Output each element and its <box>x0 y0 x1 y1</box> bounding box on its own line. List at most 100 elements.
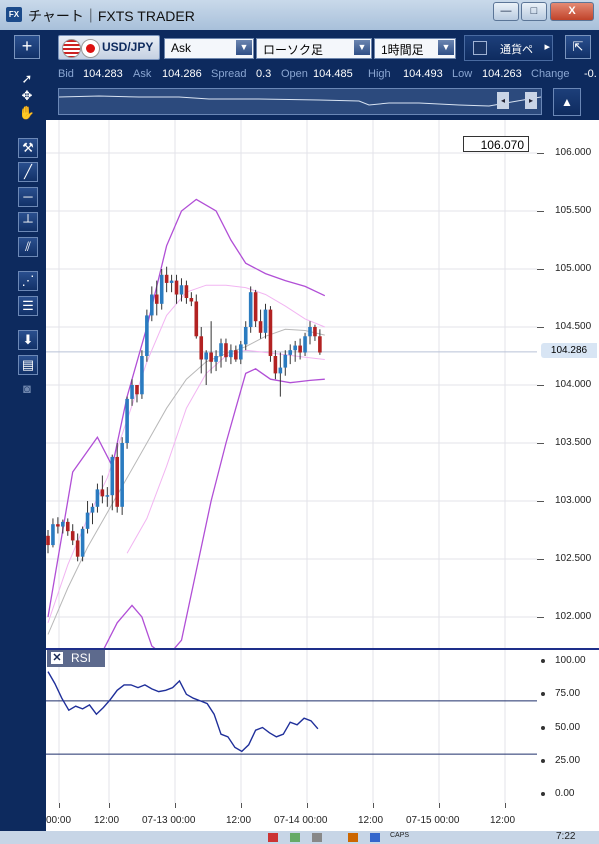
taskbar-app-icon[interactable] <box>268 833 278 842</box>
bullish-candle <box>293 345 297 351</box>
bearish-candle <box>174 280 179 295</box>
rsi-tick-dot <box>541 725 545 730</box>
rsi-chart-svg <box>46 650 537 803</box>
rsi-tick-label: 0.00 <box>555 788 575 799</box>
pointer-tool-icon[interactable]: ➚ <box>21 71 33 86</box>
fibonacci-retracement-icon[interactable]: ☰ <box>18 296 38 316</box>
bearish-candle <box>65 521 70 532</box>
bullish-candle <box>159 274 164 304</box>
time-tick-mark <box>505 803 506 808</box>
taskbar-app-icon[interactable] <box>290 833 300 842</box>
price-tick-label: 104.500 <box>555 321 592 332</box>
price-tick-mark <box>537 211 544 212</box>
download-icon[interactable]: ⬇ <box>18 330 38 350</box>
taskbar-app-icon[interactable] <box>312 833 322 842</box>
price-chart-area[interactable] <box>46 120 537 648</box>
rsi-tick-label: 75.00 <box>555 688 581 700</box>
overview-prev-button[interactable]: ◂ <box>497 92 509 109</box>
time-tick-mark <box>109 803 110 808</box>
time-tick-label: 12:00 <box>226 815 252 826</box>
rsi-label: RSI <box>71 651 92 665</box>
minimize-button[interactable]: — <box>493 2 519 21</box>
bullish-candle <box>61 521 65 527</box>
low-value: 104.263 <box>482 68 522 80</box>
moving-average-line <box>47 328 325 635</box>
app-logo-icon: FX <box>6 7 22 22</box>
bullish-candle <box>204 352 208 360</box>
rsi-close-button[interactable]: ✕ <box>51 652 63 664</box>
price-tick-label: 102.000 <box>555 611 592 622</box>
japan-flag-icon <box>81 39 100 58</box>
ask-value: 104.286 <box>162 68 202 80</box>
mountain-chart-icon[interactable]: ▲ <box>553 88 581 116</box>
bullish-candle <box>120 443 124 507</box>
title-bar: FX チャート｜FXTS TRADER — □ X <box>0 0 599 31</box>
us-flag-icon <box>62 39 81 58</box>
chart-type-select[interactable]: ローソク足 ▼ <box>256 38 372 59</box>
current-price-marker: 104.286 <box>541 343 597 358</box>
time-tick-label: 00:00 <box>46 815 72 826</box>
maximize-button[interactable]: □ <box>521 2 547 21</box>
rsi-tick-dot <box>541 758 545 763</box>
rsi-panel[interactable] <box>46 648 537 805</box>
bullish-candle <box>219 343 223 356</box>
bearish-candle <box>234 350 238 360</box>
taskbar-app-icon[interactable] <box>370 833 380 842</box>
horizontal-line-icon[interactable]: ─ <box>18 187 38 207</box>
rsi-tick-dot <box>541 792 545 796</box>
currency-pair-button[interactable]: USD/JPY <box>58 35 160 60</box>
bollinger-inner-lower-line <box>126 349 325 554</box>
channel-line-icon[interactable]: ⫽ <box>18 237 38 257</box>
price-tick-label: 102.500 <box>555 553 592 564</box>
currency-basis-checkbox[interactable] <box>473 41 487 55</box>
spread-label: Spread <box>211 68 247 80</box>
rsi-tick-label: 50.00 <box>555 721 581 733</box>
price-tick-label: 104.000 <box>555 379 592 390</box>
camera-icon[interactable]: ◙ <box>23 381 31 396</box>
bullish-candle <box>278 367 283 374</box>
time-tick-label: 12:00 <box>358 815 384 826</box>
trend-line-icon[interactable]: ╱ <box>18 162 38 182</box>
currency-basis-toggle[interactable]: 通貨ペ ▸ <box>464 35 553 61</box>
timeframe-select[interactable]: 1時間足 ▼ <box>374 38 456 59</box>
rsi-tick-dot <box>541 659 545 663</box>
close-button[interactable]: X <box>550 2 594 21</box>
overview-next-button[interactable]: ▸ <box>525 92 537 109</box>
time-tick-label: 12:00 <box>490 815 516 826</box>
bearish-candle <box>224 343 228 358</box>
change-label: Change <box>531 68 570 80</box>
window-title: チャート｜FXTS TRADER <box>28 8 195 24</box>
fibonacci-fan-icon[interactable]: ⋰ <box>18 271 38 291</box>
rsi-tick-dot <box>541 692 545 697</box>
detach-chart-button[interactable]: ⇱ <box>565 35 591 59</box>
change-value: -0. <box>584 68 597 80</box>
bearish-candle <box>194 301 199 337</box>
bearish-candle <box>189 298 194 302</box>
chevron-down-icon: ▼ <box>236 40 252 55</box>
price-tick-label: 105.500 <box>555 205 592 216</box>
hand-tool-icon[interactable]: ✋ <box>18 105 36 120</box>
bearish-candle <box>298 345 302 353</box>
hammer-tool-icon[interactable]: ⚒ <box>18 138 38 158</box>
caps-indicator: CAPS <box>390 832 410 839</box>
time-tick-mark <box>175 803 176 808</box>
indicator-list-icon[interactable]: ▤ <box>18 355 38 375</box>
add-chart-button[interactable]: + <box>14 35 40 59</box>
bid-label: Bid <box>58 68 74 80</box>
taskbar-app-icon[interactable] <box>348 833 358 842</box>
time-tick-mark <box>59 803 60 808</box>
high-value: 104.493 <box>403 68 443 80</box>
time-tick-mark <box>439 803 440 808</box>
bearish-candle <box>46 535 50 546</box>
vertical-line-icon[interactable]: ┴ <box>18 212 38 232</box>
select-move-tool-icon[interactable]: ✥ <box>21 88 33 103</box>
overview-navigator[interactable]: ◂ ▸ <box>58 88 542 115</box>
bullish-candle <box>283 354 288 368</box>
price-type-select[interactable]: Ask ▼ <box>164 38 254 59</box>
bid-value: 104.283 <box>83 68 123 80</box>
bullish-candle <box>238 344 243 360</box>
bullish-candle <box>288 350 293 355</box>
bearish-candle <box>313 327 317 337</box>
bearish-candle <box>184 285 189 298</box>
rsi-tick-label: 25.00 <box>555 754 581 766</box>
